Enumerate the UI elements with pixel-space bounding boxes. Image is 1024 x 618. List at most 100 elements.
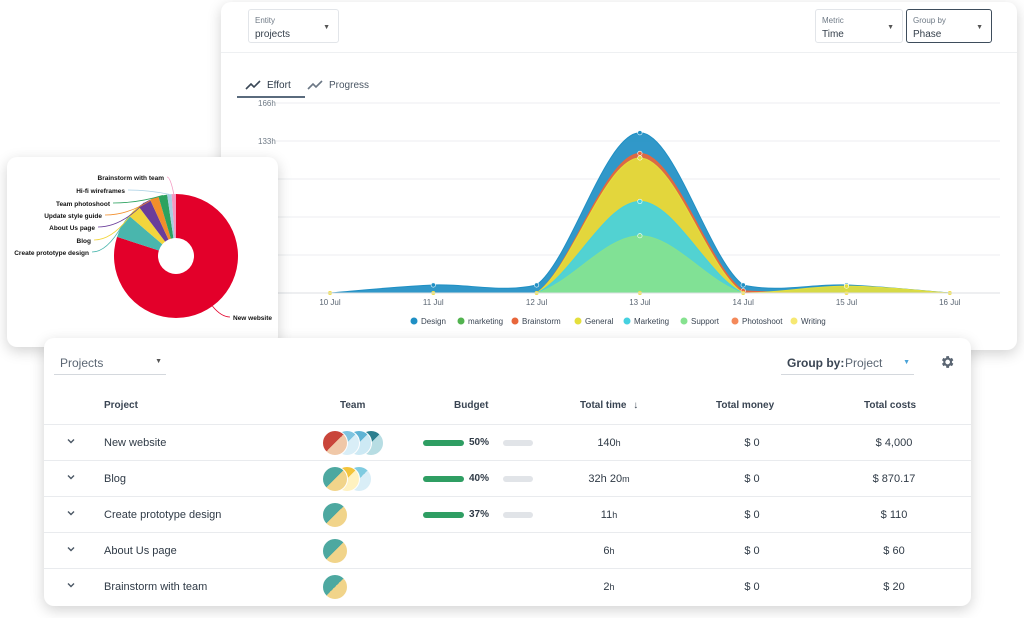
total-time: 6h [564,545,654,557]
column-header-total-time[interactable]: Total time ↓ [580,400,638,411]
project-name[interactable]: Blog [104,473,127,485]
total-time-value: 140 [597,437,616,449]
pie-label: Brainstorm with team [98,175,165,182]
total-time: 140h [564,437,654,449]
chevron-down-icon[interactable] [66,436,76,446]
budget-progress-track [503,440,533,446]
entity-value: projects [255,29,291,40]
budget-progress-bar [423,440,533,446]
x-tick-label: 14 Jul [733,298,755,307]
pie-label: About Us page [49,225,95,232]
legend-swatch [680,317,688,325]
pie-leader-line [166,176,175,195]
column-header-team[interactable]: Team [340,400,366,411]
area-series-support [329,235,950,294]
table-row[interactable]: Brainstorm with team 2h $ 0 $ 20 [44,568,971,605]
project-name[interactable]: Brainstorm with team [104,581,208,593]
chevron-down-icon[interactable] [66,580,76,590]
entity-dropdown[interactable]: Entity projects ▼ [248,9,339,43]
total-time-value: 6 [603,545,610,557]
project-name[interactable]: Create prototype design [104,509,222,521]
data-point [637,198,643,204]
legend-swatch [410,317,418,325]
group-by-label: Group by: [787,356,845,370]
avatar[interactable] [322,574,348,600]
budget-progress-bar [423,512,533,518]
x-tick-label: 11 Jul [423,298,444,307]
table-row[interactable]: New website 50% 140h $ 0 $ 4,000 [44,424,971,461]
legend-swatch [790,317,798,325]
tab-progress-label: Progress [329,79,370,91]
x-tick-label: 16 Jul [939,298,961,307]
budget-percent: 50% [469,437,490,448]
x-tick-label: 13 Jul [629,298,651,307]
column-header-project[interactable]: Project [104,400,138,411]
total-time-unit: h [609,546,615,556]
avatar[interactable] [322,538,348,564]
total-costs: $ 20 [883,581,905,593]
total-money: $ 0 [744,473,760,485]
legend-label: Design [421,317,446,326]
pie-label: New website [233,315,272,322]
pie-slice [158,194,174,239]
data-point [637,150,643,156]
avatar[interactable] [322,430,348,456]
total-time-unit: h [609,582,615,592]
tab-effort[interactable]: Effort [237,74,305,98]
gear-icon[interactable] [939,354,955,370]
effort-chart-panel: Entity projects ▼ Metric Time ▼ Group by… [221,2,1017,350]
budget-progress-fill [423,440,464,446]
metric-dropdown[interactable]: Metric Time ▼ [815,9,903,43]
entity-label: Entity [255,16,276,25]
metric-label: Metric [822,16,844,25]
avatar[interactable] [322,466,348,492]
column-header-total-costs[interactable]: Total costs [864,400,917,411]
group-by-value: Phase [913,29,942,40]
pie-label: Create prototype design [14,250,89,257]
chevron-down-icon[interactable] [66,508,76,518]
pie-slice [150,196,171,240]
column-header-budget[interactable]: Budget [454,400,489,411]
budget-progress-fill [423,512,464,518]
pie-label: Blog [77,238,91,245]
effort-area-chart: 166h 133h 10 Jul 11 Jul 12 Jul 13 Jul 14 Jul 15… [258,99,1000,326]
pie-slice [113,194,238,318]
metric-value: Time [822,29,844,40]
avatar[interactable] [322,502,348,528]
pie-leader-line [212,305,231,318]
sort-down-icon: ↓ [633,400,639,411]
total-time-unit: h [612,510,618,520]
y-tick-label: 133h [258,137,276,146]
total-money: $ 0 [744,509,760,521]
project-name[interactable]: New website [104,437,167,449]
total-time-unit: m [622,474,630,484]
pie-leader-line [112,195,163,204]
chevron-down-icon[interactable] [66,544,76,554]
projects-dropdown[interactable]: Projects ▼ [54,352,166,375]
total-costs: $ 4,000 [875,437,913,449]
budget-progress-track [503,476,533,482]
tab-progress[interactable]: Progress [307,74,369,96]
group-by-dropdown[interactable]: Group by Phase ▼ [906,9,992,43]
total-time-unit: h [615,438,621,448]
column-header-total-money[interactable]: Total money [716,400,775,411]
header-divider [221,52,1017,53]
budget-progress-fill [423,476,464,482]
x-tick-label: 10 Jul [319,298,341,307]
group-by-project-dropdown[interactable]: Group by: Project ▼ [781,352,914,375]
table-row[interactable]: About Us page 6h $ 0 $ 60 [44,532,971,569]
chevron-down-icon[interactable] [66,472,76,482]
table-row[interactable]: Create prototype design 37% 11h $ 0 $ 110 [44,496,971,533]
data-point [637,233,643,239]
budget-percent: 40% [469,473,490,484]
table-row[interactable]: Blog 40% 32h 20m $ 0 $ 870.17 [44,460,971,497]
legend-swatch [731,317,739,325]
pie-label: Hi-fi wireframes [76,188,125,195]
pie-slice [117,215,163,251]
total-time-value: 11 [600,509,613,521]
trend-line-icon [307,80,323,90]
total-money: $ 0 [744,581,760,593]
data-point [637,130,643,136]
project-name[interactable]: About Us page [104,545,177,557]
legend-swatch [511,317,519,325]
